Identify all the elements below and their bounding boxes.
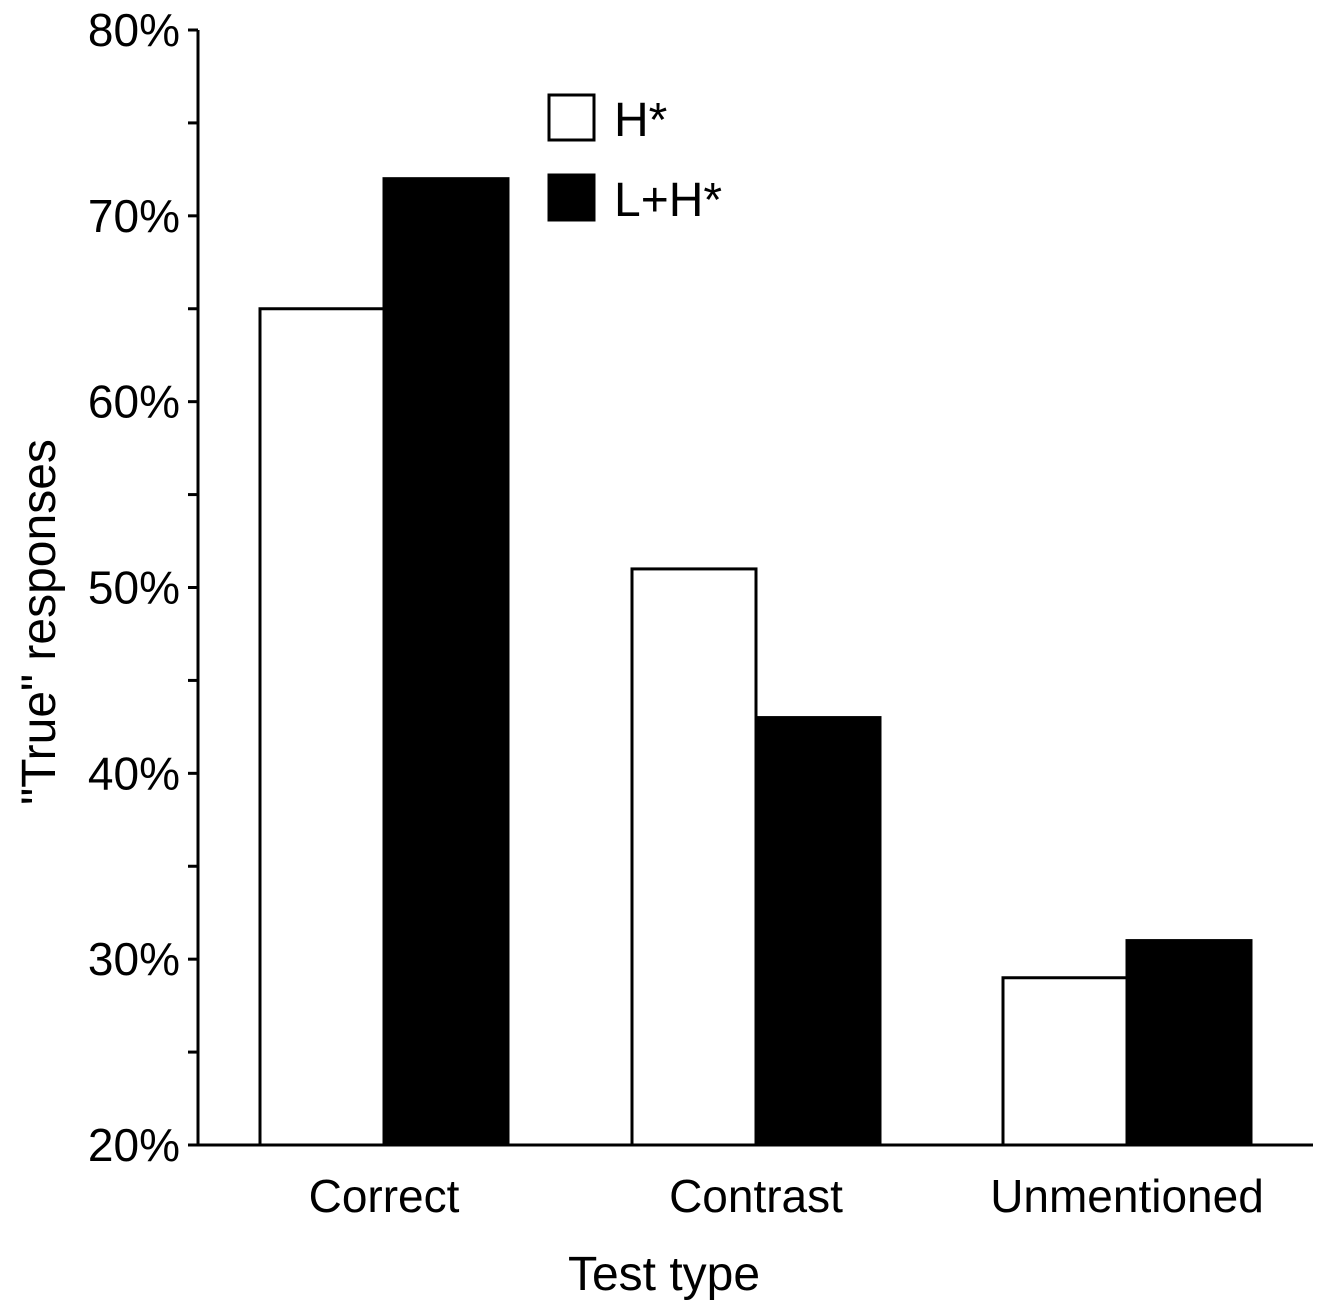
y-tick-label: 30% [88,933,180,985]
bar-l-plus-h-star-contrast [754,716,882,1147]
y-tick-label: 40% [88,747,180,799]
x-tick-label: Correct [309,1170,460,1222]
y-tick-label: 80% [88,4,180,56]
y-tick-label: 60% [88,376,180,428]
legend-swatch [547,93,596,142]
legend-swatch [547,173,596,222]
bar-h-star-correct [258,307,386,1147]
bar-h-star-unmentioned [1001,976,1129,1147]
x-axis-title: Test type [568,1248,760,1301]
bar-h-star-contrast [630,567,758,1147]
bar-l-plus-h-star-unmentioned [1125,939,1253,1147]
x-tick-label: Contrast [669,1170,843,1222]
legend-label: L+H* [614,174,722,227]
x-tick-label: Unmentioned [990,1170,1264,1222]
y-tick-label: 20% [88,1119,180,1171]
y-axis-title: "True" responses [13,439,66,805]
y-tick-label: 70% [88,190,180,242]
legend: H* L+H* [547,93,722,227]
legend-label: H* [614,94,667,147]
y-ticks-group: 20% 30% 40% 50% 60% 70% 80% [88,4,198,1171]
y-tick-label: 50% [88,562,180,614]
bars-group [258,177,1253,1147]
x-tick-labels-group: Correct Contrast Unmentioned [309,1170,1264,1222]
bar-l-plus-h-star-correct [382,177,510,1147]
